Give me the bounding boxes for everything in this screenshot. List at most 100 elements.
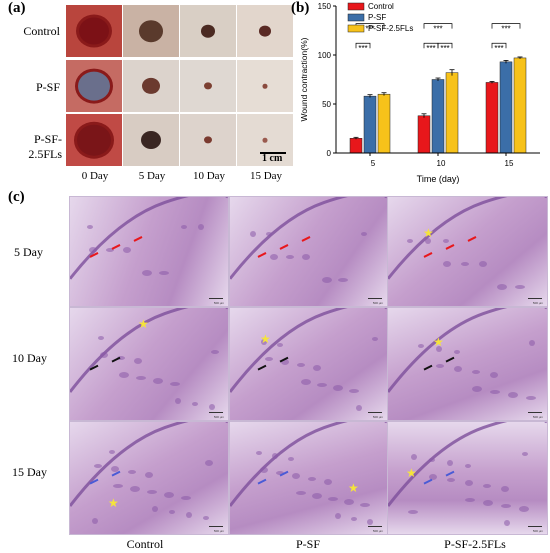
annotation-arrow <box>111 470 121 477</box>
hair-follicle <box>411 454 417 460</box>
hair-follicle <box>324 479 332 485</box>
hair-follicle <box>479 261 487 267</box>
he-scale-bar <box>209 412 223 413</box>
he-scale-label: 500 μm <box>213 301 224 305</box>
hair-follicle <box>113 484 123 488</box>
he-section-image: 500 μm <box>69 196 229 307</box>
hair-follicle <box>522 452 528 456</box>
star-marker: ★ <box>260 332 271 346</box>
hair-follicle <box>270 254 278 260</box>
panel-a-col-label-0: 0 Day <box>81 170 109 182</box>
bar <box>485 82 499 154</box>
hair-follicle <box>134 358 142 364</box>
hair-follicle <box>159 271 169 275</box>
hair-follicle <box>308 477 316 481</box>
hair-follicle <box>211 350 219 354</box>
hair-follicle <box>181 225 187 229</box>
panel-c-row-label-5day: 5 Day <box>14 245 43 259</box>
he-scale-label: 500 μm <box>532 301 543 305</box>
y-tick-label: 50 <box>322 100 331 109</box>
hair-follicle <box>461 262 469 266</box>
hair-follicle <box>130 486 140 492</box>
epidermis-edge <box>388 308 547 393</box>
wound-area <box>142 77 160 95</box>
bar <box>445 72 459 154</box>
he-overlay <box>230 197 387 283</box>
hair-follicle <box>472 386 482 392</box>
hair-follicle <box>504 520 510 526</box>
y-tick-label: 0 <box>327 149 332 158</box>
hair-follicle <box>443 239 449 243</box>
hair-follicle <box>508 392 518 398</box>
hair-follicle <box>272 453 278 459</box>
legend-label: P-SF-2.5FLs <box>368 24 413 33</box>
hair-follicle <box>447 478 455 482</box>
wound-photo <box>237 60 293 112</box>
hair-follicle <box>338 278 348 282</box>
annotation-arrow <box>423 478 433 485</box>
hair-follicle <box>351 517 357 521</box>
panel-a-label: (a) <box>8 0 26 16</box>
hair-follicle <box>205 460 213 466</box>
wound-area <box>262 83 268 89</box>
annotation-arrow <box>257 252 267 258</box>
he-section-image: ★ 500 μm <box>387 196 548 307</box>
he-section-image: ★ 500 μm <box>229 421 388 535</box>
wound-photo <box>237 5 293 57</box>
bar <box>499 61 513 154</box>
wound-area <box>201 24 215 38</box>
legend-swatch <box>347 2 365 11</box>
hair-follicle <box>333 385 343 391</box>
hair-follicle <box>203 516 209 520</box>
wound-photo <box>237 114 293 166</box>
wound-photo <box>180 114 236 166</box>
star-marker: ★ <box>406 466 417 480</box>
hair-follicle <box>335 513 341 519</box>
panel-a-col-label-1: 5 Day <box>138 170 166 182</box>
hair-follicle <box>317 383 327 387</box>
hair-follicle <box>260 467 268 473</box>
hair-follicle <box>94 464 102 468</box>
annotation-arrow <box>445 470 455 477</box>
wound-photo <box>66 5 122 57</box>
epidermis-edge <box>70 197 228 280</box>
he-section-image: ★ 500 μm <box>387 307 548 421</box>
panel-c-col-label-control: Control <box>126 537 164 551</box>
he-scale-label: 500 μm <box>372 415 383 419</box>
he-section-image: ★ 500 μm <box>69 421 229 535</box>
annotation-arrow <box>445 356 455 363</box>
wound-contraction-bar-chart: *** *** *** *** *** *** *** 0 50 100 150 Wound con… <box>299 2 540 184</box>
panel-a-row-label-psf: P-SF <box>35 80 60 94</box>
hair-follicle <box>111 466 119 472</box>
he-overlay: ★ <box>388 422 547 526</box>
hair-follicle <box>356 405 362 411</box>
hair-follicle <box>465 480 473 486</box>
he-overlay: ★ <box>70 308 228 410</box>
hair-follicle <box>123 247 131 253</box>
annotation-arrow <box>257 478 267 485</box>
he-section-image: ★ 500 μm <box>229 307 388 421</box>
hair-follicle <box>288 457 294 461</box>
he-section-image: ★ 500 μm <box>69 307 229 421</box>
significance-label: *** <box>440 44 449 53</box>
star-marker: ★ <box>433 335 444 349</box>
bar <box>431 79 445 154</box>
hair-follicle <box>429 458 435 462</box>
hair-follicle <box>361 232 367 236</box>
hair-follicle <box>109 450 115 454</box>
wound-photo <box>123 5 179 57</box>
wound-area <box>77 124 111 156</box>
he-scale-bar <box>368 298 382 299</box>
epidermis-edge <box>230 197 387 280</box>
he-section-image: ★ 500 μm <box>387 421 548 535</box>
he-scale-label: 500 μm <box>213 415 224 419</box>
bar <box>377 93 391 154</box>
hair-follicle <box>483 500 493 506</box>
he-section-image: 500 μm <box>229 196 388 307</box>
annotation-arrow <box>467 236 477 242</box>
annotation-arrow <box>89 364 99 371</box>
he-overlay <box>70 197 228 280</box>
wound-photo <box>123 60 179 112</box>
hair-follicle <box>322 277 332 283</box>
hair-follicle <box>164 492 174 498</box>
